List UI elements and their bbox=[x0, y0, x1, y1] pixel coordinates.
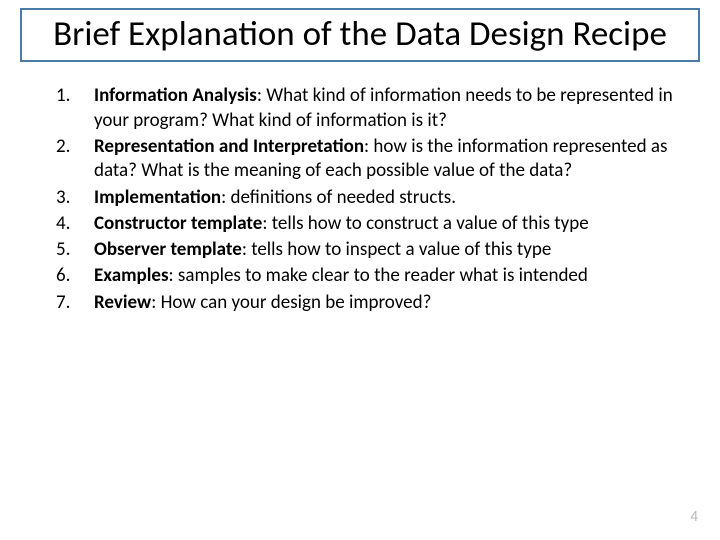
list-number: 4. bbox=[52, 212, 94, 236]
list-number: 7. bbox=[52, 291, 94, 315]
list-item: 7. Review: How can your design be improv… bbox=[52, 291, 680, 315]
list-number: 2. bbox=[52, 135, 94, 184]
list-text: Implementation: definitions of needed st… bbox=[94, 186, 680, 210]
list-item: 2. Representation and Interpretation: ho… bbox=[52, 135, 680, 184]
list-item: 1. Information Analysis: What kind of in… bbox=[52, 84, 680, 133]
list-term: Implementation bbox=[94, 186, 221, 209]
list-term: Observer template bbox=[94, 238, 242, 261]
list-text: Constructor template: tells how to const… bbox=[94, 212, 680, 236]
list-term: Examples bbox=[94, 264, 169, 287]
list-item: 3. Implementation: definitions of needed… bbox=[52, 186, 680, 210]
list-desc: : tells how to inspect a value of this t… bbox=[242, 238, 551, 261]
list-item: 6. Examples: samples to make clear to th… bbox=[52, 264, 680, 288]
list-term: Review bbox=[94, 291, 151, 314]
list-desc: : tells how to construct a value of this… bbox=[262, 212, 588, 235]
list-text: Review: How can your design be improved? bbox=[94, 291, 680, 315]
list-term: Information Analysis bbox=[94, 84, 257, 107]
list-number: 6. bbox=[52, 264, 94, 288]
list-desc: : definitions of needed structs. bbox=[221, 186, 456, 209]
list-number: 5. bbox=[52, 238, 94, 262]
slide: Brief Explanation of the Data Design Rec… bbox=[0, 0, 720, 540]
list-term: Representation and Interpretation bbox=[94, 135, 364, 158]
list-desc: : samples to make clear to the reader wh… bbox=[169, 264, 588, 287]
list-term: Constructor template bbox=[94, 212, 262, 235]
list-item: 5. Observer template: tells how to inspe… bbox=[52, 238, 680, 262]
page-number: 4 bbox=[690, 508, 698, 526]
list-text: Representation and Interpretation: how i… bbox=[94, 135, 680, 184]
list-text: Examples: samples to make clear to the r… bbox=[94, 264, 680, 288]
slide-title: Brief Explanation of the Data Design Rec… bbox=[32, 14, 688, 54]
list-text: Information Analysis: What kind of infor… bbox=[94, 84, 680, 133]
title-box: Brief Explanation of the Data Design Rec… bbox=[20, 8, 700, 62]
list-item: 4. Constructor template: tells how to co… bbox=[52, 212, 680, 236]
list-number: 3. bbox=[52, 186, 94, 210]
list-number: 1. bbox=[52, 84, 94, 133]
list-text: Observer template: tells how to inspect … bbox=[94, 238, 680, 262]
list-desc: : How can your design be improved? bbox=[151, 291, 431, 314]
list: 1. Information Analysis: What kind of in… bbox=[20, 84, 700, 315]
